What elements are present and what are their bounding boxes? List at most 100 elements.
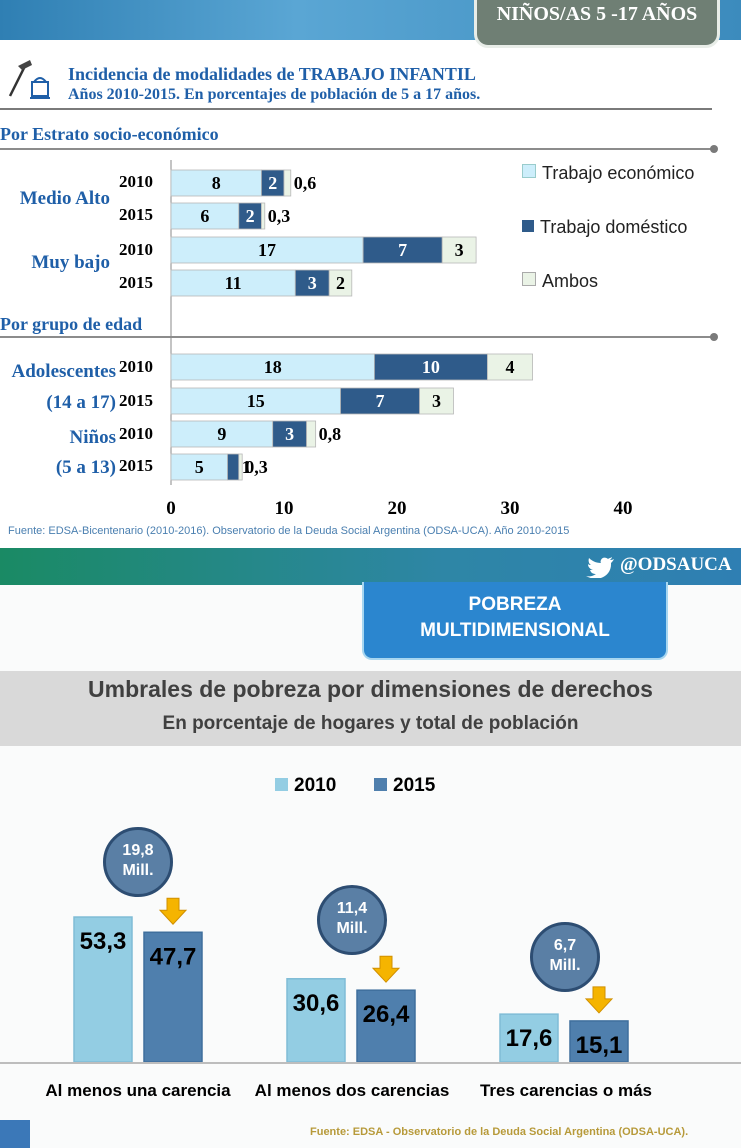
bar bbox=[143, 931, 203, 1063]
stacked-bar-chart: 8 2 0,66 2 0,317 7 311 3 218 10 415 7 39 3 0,85 10,3 bbox=[170, 160, 533, 485]
year-label: 2010 bbox=[119, 424, 153, 443]
bar-value-label: 0,8 bbox=[319, 424, 342, 444]
group-label-adolescentes: Adolescentes bbox=[11, 361, 116, 382]
poverty-chart-subtitle: En porcentaje de hogares y total de pobl… bbox=[162, 713, 579, 734]
twitter-bird-icon bbox=[586, 557, 614, 578]
section-divider-age bbox=[0, 336, 712, 338]
bar-value-label: 47,7 bbox=[150, 943, 197, 970]
x-tick-label: 40 bbox=[613, 498, 633, 519]
legend-label: Ambos bbox=[542, 271, 599, 291]
bar-segment bbox=[294, 269, 330, 297]
bar-segment bbox=[486, 353, 533, 381]
section-divider-dot bbox=[710, 145, 718, 153]
year-label: 2015 bbox=[119, 456, 153, 475]
group-label-ninos: Niños bbox=[69, 427, 116, 448]
footer-logo-strip bbox=[0, 1120, 30, 1148]
section-divider-dot bbox=[710, 333, 718, 341]
bar-segment bbox=[170, 202, 240, 230]
legend-label: Trabajo doméstico bbox=[540, 217, 688, 237]
legend-item-2010: 2010 bbox=[275, 775, 336, 797]
bar-segment bbox=[170, 453, 228, 481]
bar-segment bbox=[170, 236, 364, 264]
age-badge-label: NIÑOS/AS 5 -17 AÑOS bbox=[496, 3, 698, 25]
bar-segment bbox=[328, 269, 353, 297]
age-badge: NIÑOS/AS 5 -17 AÑOS bbox=[474, 0, 720, 48]
bar-value-label: 4 bbox=[506, 357, 515, 377]
bar-segment bbox=[306, 420, 317, 448]
bar-value-label: 8 bbox=[212, 173, 221, 193]
year-label: 2010 bbox=[119, 240, 153, 259]
bar-value-label: 3 bbox=[285, 424, 294, 444]
year-label: 2010 bbox=[119, 357, 153, 376]
bar-value-label: 3 bbox=[455, 240, 464, 260]
legend-label: Trabajo económico bbox=[542, 163, 695, 183]
bar-value-label: 30,6 bbox=[293, 990, 340, 1017]
millions-unit: Mill. bbox=[549, 957, 581, 974]
legend-swatch bbox=[522, 272, 536, 286]
category-label: Tres carencias o más bbox=[479, 1081, 652, 1100]
x-axis-line bbox=[0, 1062, 741, 1064]
bar-segment bbox=[170, 353, 375, 381]
bar-segment bbox=[170, 420, 274, 448]
x-tick-label: 10 bbox=[274, 498, 294, 519]
bar-value-label: 6 bbox=[200, 206, 209, 226]
bar-segment bbox=[170, 269, 296, 297]
bar-value-label: 2 bbox=[246, 206, 255, 226]
x-tick-label: 20 bbox=[387, 498, 407, 519]
title-divider bbox=[0, 108, 712, 110]
bar-value-label: 15 bbox=[247, 391, 265, 411]
category-label: Al menos una carencia bbox=[45, 1081, 231, 1100]
twitter-handle[interactable]: @ODSAUCA bbox=[620, 554, 732, 575]
year-label: 2015 bbox=[119, 205, 153, 224]
bar-segment bbox=[441, 236, 477, 264]
bar bbox=[569, 1020, 629, 1063]
poverty-badge: POBREZA MULTIDIMENSIONAL bbox=[362, 582, 668, 660]
source-note: Fuente: EDSA-Bicentenario (2010-2016). O… bbox=[8, 525, 570, 537]
bar-value-label: 2 bbox=[336, 273, 345, 293]
legend-swatch bbox=[522, 220, 534, 232]
bar-segment bbox=[373, 353, 488, 381]
chart-title: Incidencia de modalidades de TRABAJO INF… bbox=[68, 64, 476, 84]
bar bbox=[286, 978, 346, 1063]
legend-label: 2010 bbox=[294, 775, 337, 796]
section-divider-strata bbox=[0, 148, 712, 150]
section-heading-strata: Por Estrato socio-económico bbox=[0, 124, 219, 144]
title-band bbox=[0, 671, 741, 746]
child-labor-panel: NIÑOS/AS 5 -17 AÑOS Incidencia de modali… bbox=[0, 0, 741, 548]
chart-subtitle: Años 2010-2015. En porcentajes de poblac… bbox=[68, 86, 481, 103]
millions-unit: Mill. bbox=[122, 862, 154, 879]
bar-segment bbox=[260, 202, 266, 230]
bar-value-label: 5 bbox=[195, 457, 204, 477]
legend-item-2015: 2015 bbox=[374, 775, 435, 797]
bar-value-label: 7 bbox=[398, 240, 407, 260]
bar-value-label: 0,6 bbox=[294, 173, 317, 193]
bar-value-label: 11 bbox=[225, 273, 242, 293]
down-arrow-icon bbox=[371, 955, 401, 983]
x-tick-label: 0 bbox=[166, 498, 176, 519]
category-label: Al menos dos carencias bbox=[254, 1081, 450, 1100]
legend-swatch bbox=[374, 778, 387, 791]
badge-line: POBREZA bbox=[468, 594, 562, 615]
legend-label: 2015 bbox=[393, 775, 436, 796]
bar-value-label: 7 bbox=[376, 391, 385, 411]
group-label-adolescentes-range: (14 a 17) bbox=[46, 392, 116, 413]
bar-segment bbox=[340, 387, 420, 415]
poverty-source-note: Fuente: EDSA - Observatorio de la Deuda … bbox=[310, 1126, 689, 1138]
bar bbox=[73, 916, 133, 1063]
bar-value-label: 53,3 bbox=[80, 928, 127, 955]
bar-value-label: 1 bbox=[242, 457, 251, 477]
legend-item-ambos: Ambos bbox=[522, 271, 598, 292]
bar-value-label: 15,1 bbox=[576, 1032, 623, 1059]
bar-segment bbox=[238, 453, 243, 481]
year-label: 2015 bbox=[119, 273, 153, 292]
bar-value-label: 17,6 bbox=[506, 1025, 553, 1052]
bar-segment bbox=[283, 169, 292, 197]
legend-swatch bbox=[522, 164, 536, 178]
bar-value-label: 17 bbox=[258, 240, 276, 260]
bar-value-label: 0,3 bbox=[245, 457, 268, 477]
millions-value: 19,8 bbox=[122, 842, 154, 859]
group-label-muy-bajo: Muy bajo bbox=[31, 252, 110, 273]
bar-segment bbox=[419, 387, 454, 415]
legend-swatch bbox=[275, 778, 288, 791]
